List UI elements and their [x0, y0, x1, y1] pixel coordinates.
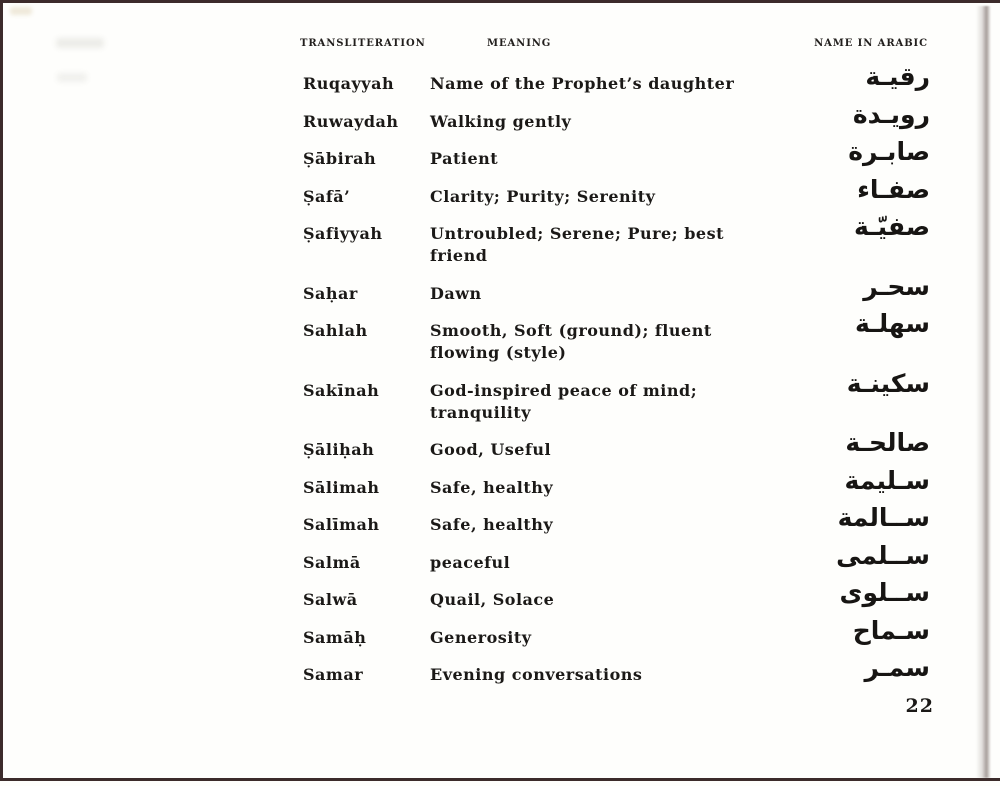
arabic-name-cell: سـليمة — [844, 465, 930, 495]
meaning-cell: Walking gently — [430, 111, 572, 131]
names-table: Ruqayyah Name of the Prophet’s daughter … — [3, 64, 1000, 686]
arabic-name-cell: ســلوى — [839, 578, 930, 607]
transliteration-cell: Salīmah — [303, 515, 380, 534]
arabic-name-cell: صفـاء — [857, 174, 930, 204]
scan-shadow-right — [976, 6, 991, 778]
meaning-cell: Name of the Prophet’s daughter — [430, 74, 735, 93]
meaning-cell: peaceful — [430, 552, 511, 572]
arabic-name-cell: سحـر — [863, 271, 930, 301]
table-row: Samāḥ Generosity سـماح — [3, 618, 1000, 649]
meaning-cell: Patient — [430, 149, 499, 168]
meaning-cell: God-inspired peace of mind; tranquility — [430, 380, 698, 422]
header-name-in-arabic: NAME IN ARABIC — [814, 38, 928, 49]
table-row: Ruwaydah Walking gently رويـدة — [3, 102, 1000, 133]
meaning-cell: Safe, healthy — [430, 515, 554, 534]
scan-border-top — [0, 0, 1000, 3]
table-row: Salwā Quail, Solace ســلوى — [3, 580, 1000, 611]
arabic-name-cell: ســلمى — [836, 540, 930, 570]
transliteration-cell: Ṣāliḥah — [303, 440, 375, 459]
transliteration-cell: Saḥar — [303, 283, 358, 303]
page-content: TRANSLITERATION MEANING NAME IN ARABIC R… — [3, 3, 1000, 702]
meaning-cell: Good, Useful — [430, 440, 552, 459]
transliteration-cell: Salwā — [303, 590, 358, 609]
transliteration-cell: Ruqayyah — [303, 74, 395, 93]
meaning-cell: Smooth, Soft (ground); fluent flowing (s… — [430, 321, 712, 362]
transliteration-cell: Samar — [303, 665, 364, 684]
table-row: Sahlah Smooth, Soft (ground); fluent flo… — [3, 311, 1000, 364]
meaning-cell: Clarity; Purity; Serenity — [430, 186, 656, 206]
transliteration-cell: Ṣafā’ — [303, 186, 351, 206]
meaning-cell: Quail, Solace — [430, 590, 555, 609]
arabic-name-cell: ســالمة — [837, 503, 930, 532]
transliteration-cell: Sahlah — [303, 321, 368, 340]
table-row: Salīmah Safe, healthy ســالمة — [3, 505, 1000, 536]
arabic-name-cell: رقيـة — [865, 62, 930, 91]
table-row: Sakīnah God-inspired peace of mind; tran… — [3, 371, 1000, 424]
arabic-name-cell: سهلـة — [855, 309, 930, 338]
transliteration-cell: Ruwaydah — [303, 111, 399, 131]
table-row: Ṣāliḥah Good, Useful صالحـة — [3, 430, 1000, 461]
arabic-name-cell: صفيّـة — [853, 212, 930, 241]
scan-artifact — [10, 7, 32, 15]
table-row: Ṣābirah Patient صابـرة — [3, 139, 1000, 170]
meaning-cell: Generosity — [430, 627, 532, 647]
arabic-name-cell: صالحـة — [845, 428, 930, 457]
header-transliteration: TRANSLITERATION — [300, 38, 426, 49]
scan-artifact — [56, 38, 104, 48]
arabic-name-cell: رويـدة — [852, 99, 930, 129]
transliteration-cell: Samāḥ — [303, 627, 367, 647]
meaning-cell: Untroubled; Serene; Pure; best friend — [430, 224, 724, 265]
table-row: Samar Evening conversations سمـر — [3, 655, 1000, 686]
transliteration-cell: Sakīnah — [303, 380, 380, 400]
scan-border-bottom — [0, 778, 1000, 781]
table-row: Salmā peaceful ســلمى — [3, 543, 1000, 574]
transliteration-cell: Salmā — [303, 552, 361, 572]
table-row: Sālimah Safe, healthy سـليمة — [3, 468, 1000, 499]
table-row: Saḥar Dawn سحـر — [3, 274, 1000, 305]
meaning-cell: Dawn — [430, 283, 482, 303]
transliteration-cell: Sālimah — [303, 477, 380, 497]
arabic-name-cell: سمـر — [864, 653, 930, 682]
transliteration-cell: Ṣafiyyah — [303, 224, 383, 243]
arabic-name-cell: سـماح — [852, 615, 930, 645]
scan-artifact — [57, 73, 87, 82]
arabic-name-cell: سكينـة — [846, 368, 930, 398]
arabic-name-cell: صابـرة — [848, 137, 930, 166]
table-row: Ruqayyah Name of the Prophet’s daughter … — [3, 64, 1000, 95]
table-row: Ṣafā’ Clarity; Purity; Serenity صفـاء — [3, 177, 1000, 208]
meaning-cell: Safe, healthy — [430, 477, 554, 497]
page-number: 22 — [905, 695, 934, 717]
meaning-cell: Evening conversations — [430, 665, 643, 684]
header-meaning: MEANING — [487, 38, 552, 49]
transliteration-cell: Ṣābirah — [303, 149, 377, 168]
table-row: Ṣafiyyah Untroubled; Serene; Pure; best … — [3, 214, 1000, 267]
scan-border-left — [0, 0, 3, 781]
table-header-row: TRANSLITERATION MEANING NAME IN ARABIC — [3, 3, 1000, 51]
